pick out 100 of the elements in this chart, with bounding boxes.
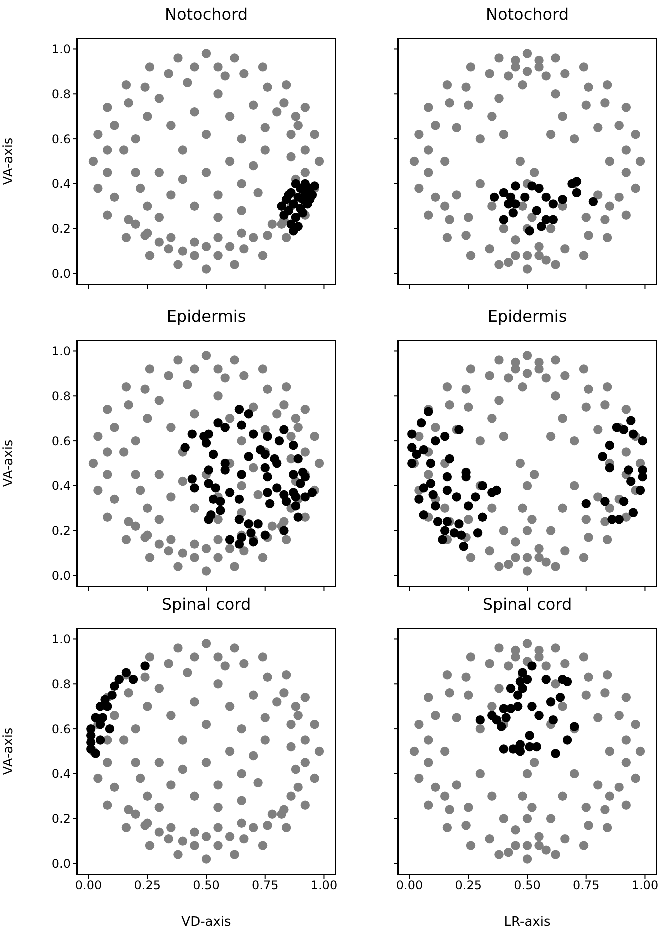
point <box>562 736 572 745</box>
point <box>499 744 509 754</box>
point <box>518 684 528 694</box>
point <box>511 200 520 209</box>
point <box>542 192 551 202</box>
chart-title: Spinal cord <box>160 594 252 616</box>
point <box>105 724 115 734</box>
point <box>471 492 480 502</box>
y-tick-label: 0.8 <box>52 87 71 102</box>
y-tick-label: 1.0 <box>52 42 71 56</box>
point <box>128 675 138 684</box>
point <box>499 188 509 198</box>
point <box>525 731 534 740</box>
point <box>619 425 629 434</box>
point <box>511 182 520 191</box>
point <box>497 722 506 732</box>
point <box>528 702 537 712</box>
point <box>442 486 452 496</box>
point <box>454 520 464 529</box>
point <box>442 517 452 526</box>
y-tick-label: 0.4 <box>52 479 71 494</box>
point <box>548 215 558 224</box>
point <box>528 662 537 671</box>
point <box>532 742 542 752</box>
point <box>556 693 566 702</box>
point <box>108 690 117 700</box>
y-tick-label: 0.4 <box>52 177 71 192</box>
point <box>619 497 629 506</box>
point <box>431 436 440 446</box>
point <box>284 190 294 200</box>
point <box>473 528 483 538</box>
point <box>298 208 308 218</box>
point <box>476 715 486 725</box>
point <box>454 425 464 434</box>
point <box>572 177 582 186</box>
point <box>284 206 294 216</box>
x-tick-label: 0.75 <box>573 878 600 893</box>
point <box>534 710 544 720</box>
point <box>110 682 120 691</box>
point <box>499 215 509 224</box>
x-tick-label: 0.50 <box>514 878 541 893</box>
point <box>96 736 106 745</box>
x-tick-label: 0.00 <box>75 878 102 893</box>
point <box>570 722 580 732</box>
point <box>492 486 502 496</box>
point <box>291 213 301 222</box>
x-tick-label: 0.75 <box>252 878 279 893</box>
point <box>628 508 638 518</box>
x-tick-label: 0.00 <box>396 878 424 893</box>
point <box>548 715 558 725</box>
point <box>562 677 572 686</box>
point <box>310 182 320 191</box>
point <box>440 526 450 536</box>
y-tick-label: 0.0 <box>52 267 71 282</box>
y-tick-label: 0.8 <box>52 677 71 692</box>
point <box>598 452 608 462</box>
point <box>508 208 518 218</box>
y-tick-label: 0.4 <box>52 767 71 782</box>
point <box>408 430 417 439</box>
point <box>442 472 452 482</box>
point <box>537 222 546 232</box>
y-axis-title: VA-axis <box>2 138 17 186</box>
point <box>277 202 286 212</box>
point <box>122 668 132 678</box>
point <box>506 684 516 694</box>
y-tick-label: 0.6 <box>52 434 71 448</box>
point <box>289 200 298 209</box>
point <box>140 662 150 671</box>
y-tick-label: 0.0 <box>52 569 71 584</box>
y-tick-label: 0.6 <box>52 132 71 146</box>
y-tick-label: 0.2 <box>52 812 71 826</box>
point <box>419 484 428 493</box>
y-tick-label: 0.6 <box>52 722 71 736</box>
point <box>456 530 466 540</box>
point <box>91 749 100 758</box>
point <box>506 192 516 202</box>
x-axis-title: VD-axis <box>182 915 232 930</box>
point <box>445 454 454 464</box>
point <box>558 195 568 204</box>
point <box>626 476 636 486</box>
point <box>638 436 648 446</box>
chart-title: Spinal cord <box>482 594 574 616</box>
y-tick-label: 0.0 <box>52 857 71 872</box>
point <box>605 463 615 473</box>
chart-title: Notochord <box>164 4 249 26</box>
point <box>513 702 523 712</box>
y-tick-label: 1.0 <box>52 344 71 358</box>
point <box>548 200 558 209</box>
y-axis-title: VA-axis <box>2 440 17 488</box>
point <box>636 486 646 496</box>
point <box>520 192 530 202</box>
point <box>416 418 426 428</box>
point <box>588 197 598 207</box>
chart-title: Epidermis <box>166 306 248 328</box>
x-tick-label: 1.00 <box>632 878 659 893</box>
point <box>103 702 112 712</box>
point <box>572 188 582 198</box>
point <box>408 458 417 468</box>
point <box>490 192 500 202</box>
x-tick-label: 1.00 <box>310 878 338 893</box>
